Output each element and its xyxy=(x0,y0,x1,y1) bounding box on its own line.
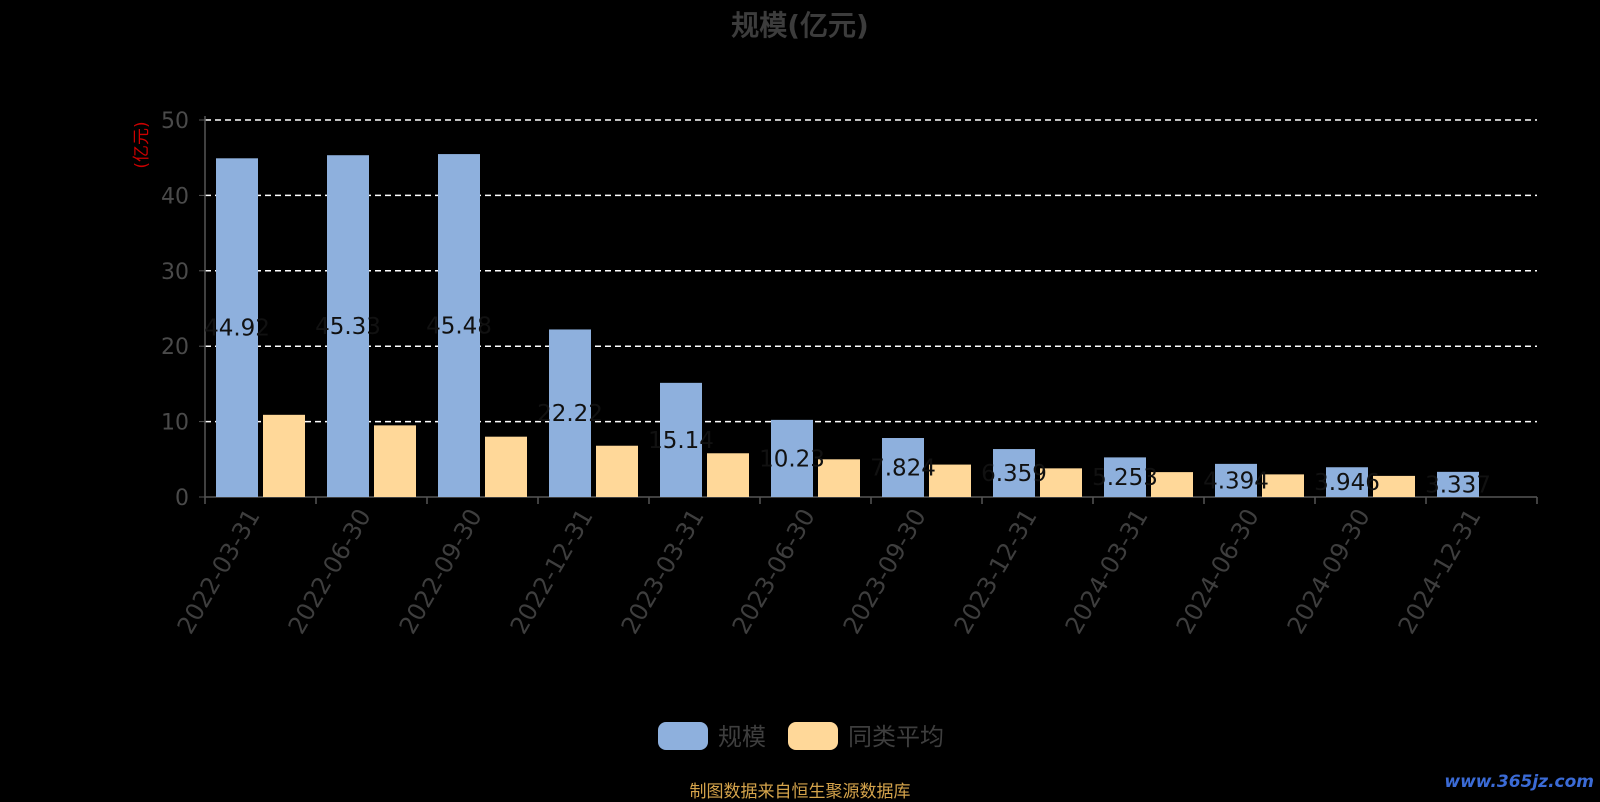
y-tick-label: 40 xyxy=(161,184,189,209)
x-tick-label: 2022-03-31 xyxy=(172,504,266,639)
bar-value-label: 3.946 xyxy=(1314,470,1380,496)
y-tick-label: 50 xyxy=(161,109,189,134)
bar-value-label: 45.33 xyxy=(315,314,381,340)
bar-peer-average xyxy=(1373,475,1415,497)
bar-scale xyxy=(549,329,591,497)
bar-peer-average xyxy=(707,453,749,497)
y-tick-label: 20 xyxy=(161,335,189,360)
bar-peer-average xyxy=(1262,474,1304,497)
legend: 规模 同类平均 xyxy=(658,722,944,751)
bars xyxy=(216,154,1479,498)
bar-peer-average xyxy=(818,459,860,497)
y-tick-label: 0 xyxy=(175,486,189,511)
x-tick-label: 2023-12-31 xyxy=(949,504,1043,639)
x-tick-label: 2022-06-30 xyxy=(283,504,377,639)
bar-scale xyxy=(438,154,480,497)
bar-peer-average xyxy=(596,445,638,497)
bar-scale xyxy=(1437,471,1479,497)
bar-scale xyxy=(993,449,1035,497)
x-tick-label: 2023-09-30 xyxy=(838,504,932,639)
bar-peer-average xyxy=(374,425,416,497)
bar-scale xyxy=(1104,457,1146,497)
bar-scale xyxy=(1215,463,1257,497)
x-tick-label: 2023-03-31 xyxy=(616,504,710,639)
x-tick-label: 2024-12-31 xyxy=(1393,504,1487,639)
bar-value-label: 45.48 xyxy=(426,314,492,340)
bar-value-label: 4.394 xyxy=(1203,468,1269,494)
bar-scale xyxy=(882,438,924,497)
bar-peer-average xyxy=(485,436,527,497)
bar-value-label: 22.22 xyxy=(537,401,603,427)
bar-scale xyxy=(216,158,258,497)
bar-scale xyxy=(660,382,702,497)
bar-value-label: 3.337 xyxy=(1425,472,1491,498)
bar-scale xyxy=(327,155,369,498)
legend-swatch xyxy=(788,722,838,750)
watermark: www.365jz.com xyxy=(1444,772,1594,792)
bar-value-label: 15.14 xyxy=(648,428,714,454)
bar-peer-average xyxy=(1151,472,1193,497)
legend-swatch xyxy=(658,722,708,750)
legend-label: 同类平均 xyxy=(848,723,944,751)
bar-value-label: 7.824 xyxy=(870,456,936,482)
x-tick-label: 2024-09-30 xyxy=(1282,504,1376,639)
bar-value-label: 44.92 xyxy=(204,316,270,342)
bar-peer-average xyxy=(1040,468,1082,497)
x-tick-label: 2022-09-30 xyxy=(394,504,488,639)
gridlines xyxy=(205,119,1537,423)
bar-value-label: 5.253 xyxy=(1092,465,1158,491)
y-tick-label: 10 xyxy=(161,411,189,436)
bar-scale xyxy=(771,419,813,497)
x-tick-label: 2024-06-30 xyxy=(1171,504,1265,639)
x-tick-label: 2022-12-31 xyxy=(505,504,599,639)
chart-title: 规模(亿元) xyxy=(731,9,869,42)
data-source-note: 制图数据来自恒生聚源数据库 xyxy=(689,782,911,802)
x-tick-label: 2024-03-31 xyxy=(1060,504,1154,639)
data-labels: 44.92 45.33 45.48 22.22 15.14 10.23 7.824 6.359… xyxy=(204,314,1491,499)
bar-scale xyxy=(1326,467,1368,497)
x-tick-label: 2023-06-30 xyxy=(727,504,821,639)
bar-value-label: 10.23 xyxy=(759,446,825,472)
y-axis-label: (亿元) xyxy=(132,121,152,168)
bar-peer-average xyxy=(929,464,971,497)
y-tick-label: 30 xyxy=(161,260,189,285)
bar-value-label: 6.359 xyxy=(981,461,1047,487)
legend-label: 规模 xyxy=(718,723,766,751)
bar-peer-average xyxy=(263,414,305,497)
